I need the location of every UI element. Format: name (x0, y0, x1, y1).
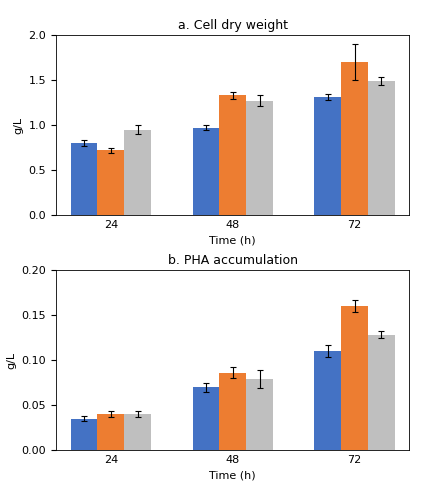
Bar (124, 130, 151, 215)
Bar (313, 97, 341, 215)
Legend: MSM with synthetic VFAs, MSM with VFAs from AD, only VFAs from AD: MSM with synthetic VFAs, MSM with VFAs f… (57, 274, 408, 289)
Title: b. PHA accumulation: b. PHA accumulation (167, 254, 297, 268)
Bar (341, 62, 367, 215)
Y-axis label: g/L: g/L (13, 116, 23, 134)
Bar (246, 379, 272, 450)
Bar (124, 414, 151, 450)
Bar (219, 96, 246, 215)
X-axis label: Time (h): Time (h) (209, 236, 255, 246)
Bar (313, 351, 341, 450)
Bar (367, 335, 394, 450)
Bar (246, 100, 272, 215)
X-axis label: Time (h): Time (h) (209, 470, 255, 480)
Title: a. Cell dry weight: a. Cell dry weight (177, 20, 287, 32)
Bar (71, 418, 97, 450)
Bar (97, 150, 124, 215)
Bar (192, 128, 219, 215)
Bar (219, 372, 246, 450)
Bar (97, 414, 124, 450)
Bar (71, 143, 97, 215)
Y-axis label: g/L: g/L (6, 352, 16, 368)
Bar (367, 81, 394, 215)
Bar (192, 387, 219, 450)
Bar (341, 306, 367, 450)
